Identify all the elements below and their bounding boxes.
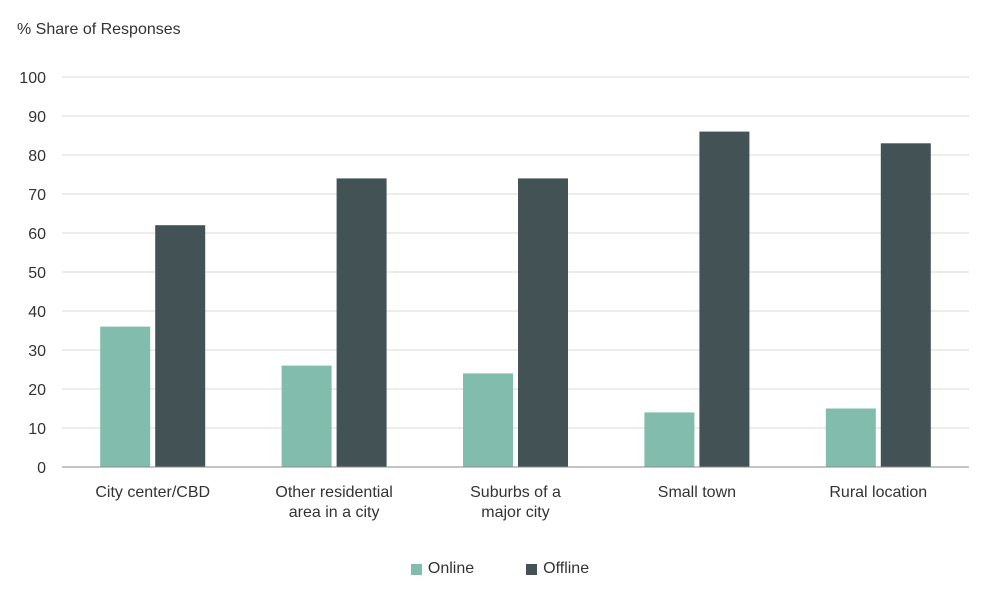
bar-offline-4: [880, 143, 931, 468]
y-tick-label-40: 40: [28, 304, 46, 321]
bar-online-3: [644, 412, 695, 467]
legend-label-offline: Offline: [543, 560, 590, 577]
y-tick-label-100: 100: [19, 70, 46, 87]
y-tick-label-50: 50: [28, 265, 46, 282]
x-tick-label-0: City center/CBD: [95, 484, 210, 501]
legend-item-offline: Offline: [526, 560, 589, 578]
bar-online-0: [100, 326, 151, 467]
y-tick-label-80: 80: [28, 148, 46, 165]
y-tick-label-0: 0: [37, 460, 46, 477]
legend: Online Offline: [0, 560, 1000, 578]
y-axis-title: % Share of Responses: [17, 21, 181, 38]
x-tick-label-2: Suburbs of a major city: [470, 484, 561, 521]
bar-online-1: [281, 365, 332, 467]
bar-offline-2: [518, 178, 568, 467]
x-tick-label-4: Rural location: [829, 484, 927, 501]
legend-swatch-offline: [526, 563, 538, 575]
y-tick-label-60: 60: [28, 226, 46, 243]
y-tick-label-20: 20: [28, 382, 46, 399]
legend-label-online: Online: [427, 560, 475, 577]
bar-online-4: [825, 408, 876, 467]
bar-offline-0: [155, 225, 206, 467]
y-tick-label-70: 70: [28, 187, 46, 204]
x-tick-label-1: Other residential area in a city: [275, 484, 392, 521]
legend-swatch-online: [410, 563, 422, 575]
x-tick-label-3: Small town: [658, 484, 736, 501]
y-tick-label-30: 30: [28, 343, 46, 360]
bar-offline-3: [699, 131, 750, 467]
bar-online-2: [463, 373, 513, 467]
legend-item-online: Online: [410, 560, 475, 578]
y-tick-label-90: 90: [28, 109, 46, 126]
y-tick-label-10: 10: [28, 421, 46, 438]
bar-offline-1: [336, 178, 387, 467]
